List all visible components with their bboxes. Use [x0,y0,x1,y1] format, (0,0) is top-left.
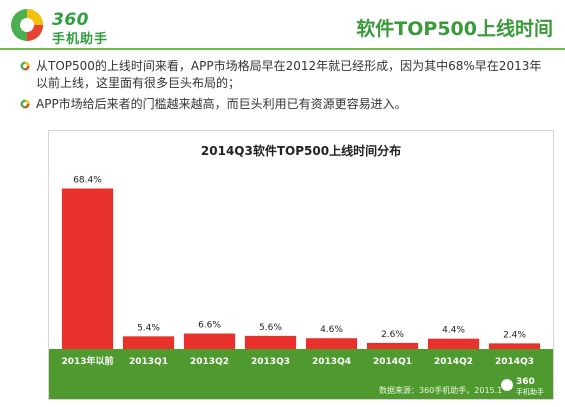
x-tick-label: 2013年以前 [61,355,113,367]
axis-band [49,349,553,399]
data-label: 2.4% [503,330,526,340]
data-label: 4.4% [442,326,465,336]
bar [61,188,114,349]
chart-frame: 2014Q3软件TOP500上线时间分布 68.4% 2013年以前 5.4% 201… [48,130,554,400]
x-tick-label: 2013Q3 [251,357,290,367]
x-tick-label: 2014Q3 [495,357,534,367]
page-title: 软件TOP500上线时间 [356,18,553,40]
data-label: 68.4% [73,175,102,185]
bar [183,333,236,349]
source-logo-text-360: 360 [516,377,535,387]
bar [305,338,358,349]
chart-title: 2014Q3软件TOP500上线时间分布 [201,143,401,158]
bullet-list: 从TOP500的上线时间来看，APP市场格局早在2012年就已经形成，因为其中6… [20,58,550,117]
data-label: 6.6% [198,321,221,331]
bar [366,342,419,349]
x-tick-label: 2014Q2 [434,357,473,367]
bullet-icon [20,61,30,71]
source-logo-text-brand: 手机助手 [516,387,544,396]
logo-text-360: 360 [52,10,89,30]
bullet-icon [20,99,30,109]
data-label: 2.6% [381,330,404,340]
source-note: 数据来源：360手机助手，2015.1 [379,385,502,395]
title-divider [0,48,565,50]
bullet-item: 从TOP500的上线时间来看，APP市场格局早在2012年就已经形成，因为其中6… [20,58,550,92]
bullet-item: APP市场给后来者的门槛越来越高，而巨头利用已有资源更容易进入。 [20,96,550,113]
app-logo: 360 手机助手 [8,6,138,47]
data-label: 5.4% [137,323,160,333]
x-tick-label: 2014Q1 [373,357,412,367]
bar [244,335,297,349]
x-tick-label: 2013Q1 [129,357,168,367]
logo-icon [11,9,43,41]
bullet-text: APP市场给后来者的门槛越来越高，而巨头利用已有资源更容易进入。 [36,97,407,111]
bar-chart: 2014Q3软件TOP500上线时间分布 68.4% 2013年以前 5.4% 201… [49,143,553,399]
x-tick-label: 2013Q4 [312,357,351,367]
source-logo: 360 手机助手 [501,377,544,396]
bullet-text: 从TOP500的上线时间来看，APP市场格局早在2012年就已经形成，因为其中6… [36,59,542,90]
logo-text-brand: 手机助手 [52,32,109,47]
data-label: 5.6% [259,323,282,333]
bar [122,336,175,349]
bar [488,343,541,349]
data-label: 4.6% [320,325,343,335]
x-tick-label: 2013Q2 [190,357,229,367]
bar [427,338,480,349]
